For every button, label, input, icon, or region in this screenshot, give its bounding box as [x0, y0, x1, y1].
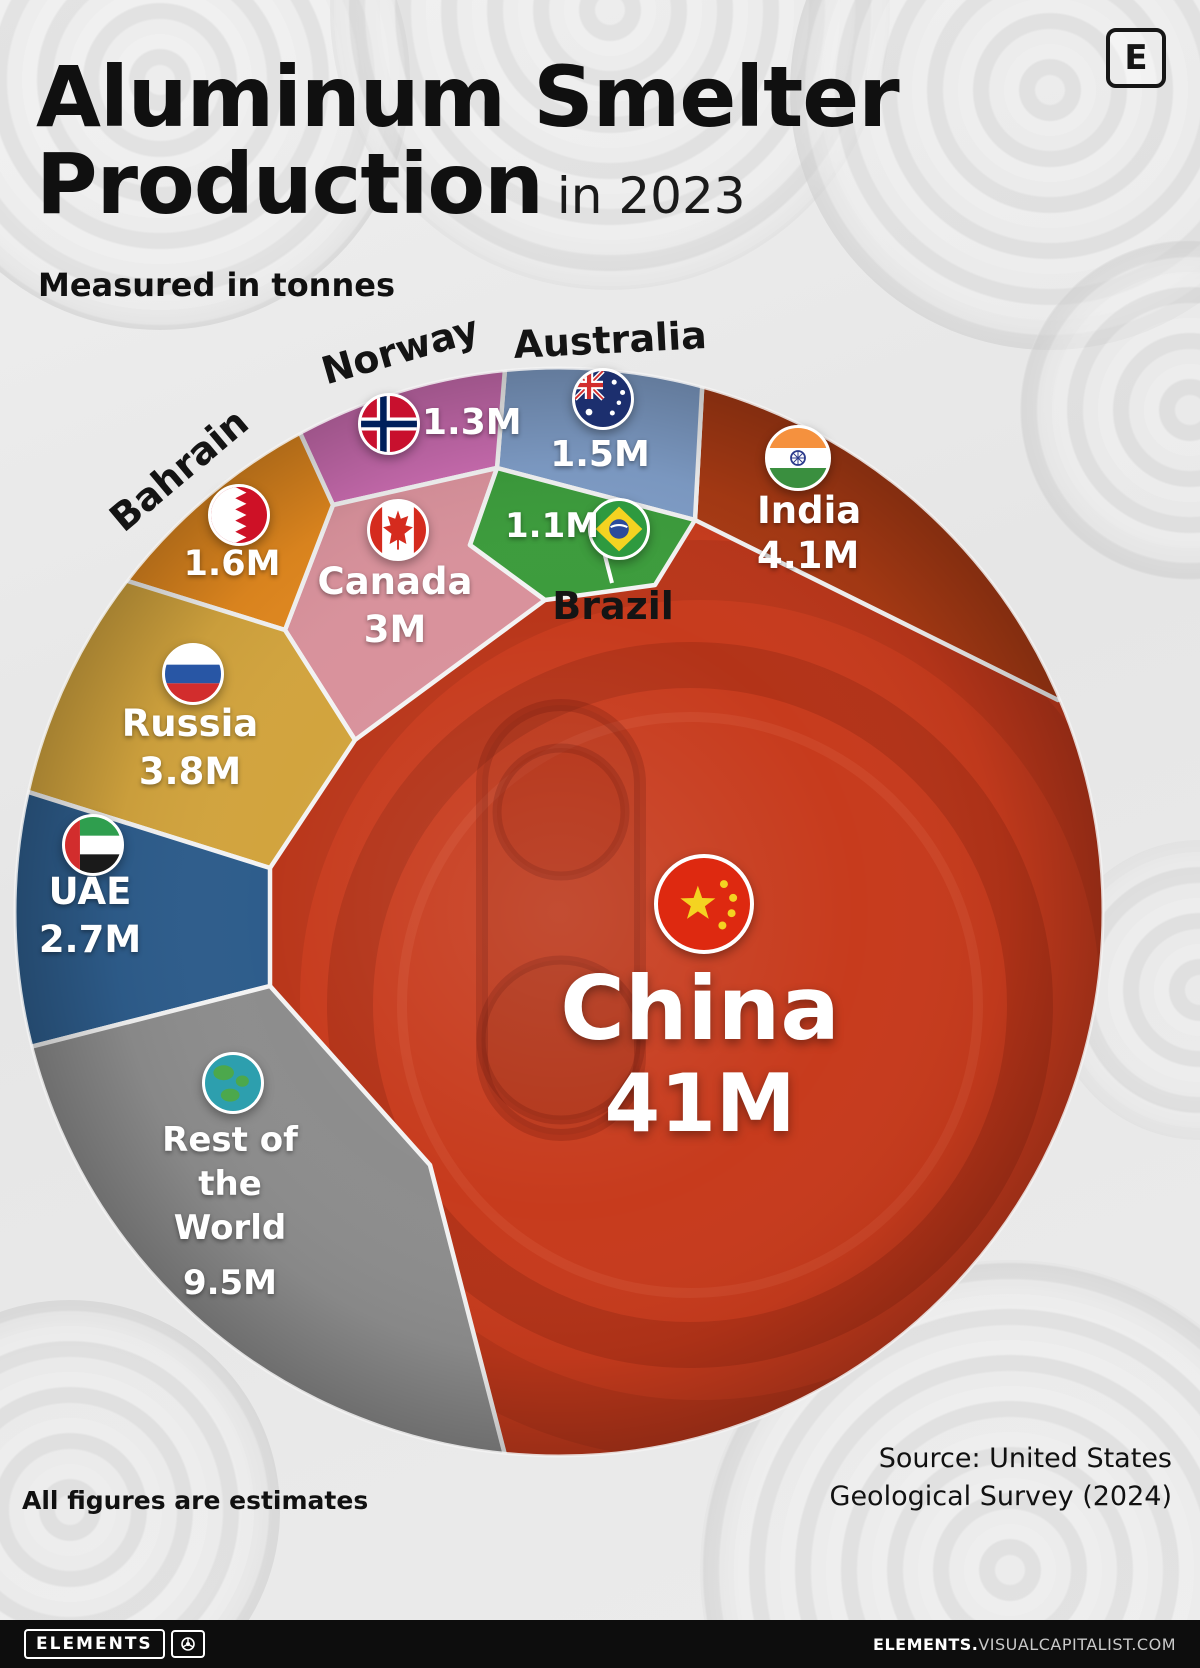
uae-name: UAE — [48, 870, 132, 913]
rest-of-world-value: 9.5M — [182, 1262, 278, 1303]
china-name: China — [560, 957, 840, 1060]
russia-value: 3.8M — [138, 750, 242, 794]
source-note: Source: United States Geological Survey … — [830, 1440, 1172, 1516]
india-name: India — [757, 489, 862, 532]
bahrain-flag-icon — [208, 484, 270, 546]
canada-value: 3M — [363, 608, 427, 652]
rest-of-world-block: Rest of the World 9.5M — [140, 1118, 320, 1305]
estimates-note: All figures are estimates — [22, 1486, 369, 1515]
footer-bar: ELEMENTS ELEMENTS.VISUALCAPITALIST.COM — [0, 1620, 1200, 1668]
china-label-block: China 41M — [480, 957, 920, 1150]
india-value-block: India 4.1M — [757, 488, 861, 578]
elements-corner-logo: E — [1106, 28, 1166, 88]
rest-of-world-name: Rest of the World — [162, 1120, 298, 1249]
canada-name: Canada — [317, 560, 473, 603]
norway-flag-icon — [358, 393, 420, 455]
russia-value-block: Russia 3.8M — [100, 700, 280, 796]
chart-rim — [13, 366, 1105, 1458]
australia-value: 1.5M — [550, 434, 650, 475]
footer-site-rest: VISUALCAPITALIST.COM — [978, 1634, 1176, 1654]
source-line1: Source: United States — [878, 1443, 1172, 1474]
uae-value-block: UAE 2.7M — [20, 868, 160, 964]
source-line2: Geological Survey (2024) — [829, 1480, 1172, 1512]
china-flag-icon — [654, 854, 754, 954]
footer-site-url: ELEMENTS.VISUALCAPITALIST.COM — [873, 1635, 1176, 1654]
brazil-flag-icon — [588, 498, 650, 560]
brazil-value: 1.1M — [505, 506, 600, 546]
norway-value: 1.3M — [422, 402, 522, 443]
canada-flag-icon — [367, 499, 429, 561]
title-line2: Production — [36, 135, 544, 234]
uae-flag-icon — [62, 814, 124, 876]
china-value: 41M — [604, 1056, 796, 1150]
footer-site-bold: ELEMENTS. — [873, 1634, 979, 1654]
elements-logo-text: ELEMENTS — [24, 1629, 165, 1659]
russia-name: Russia — [121, 702, 259, 745]
australia-flag-icon — [572, 368, 634, 430]
uae-value: 2.7M — [38, 918, 142, 962]
canada-value-block: Canada 3M — [305, 558, 485, 654]
elements-logo-icon — [170, 1630, 205, 1658]
title-year: in 2023 — [556, 167, 746, 226]
page-title: Aluminum Smelter Production in 2023 — [36, 53, 900, 229]
india-flag-icon — [765, 425, 831, 491]
elements-footer-logo: ELEMENTS — [24, 1629, 205, 1659]
brazil-label: Brazil — [552, 584, 674, 628]
chart-subtitle: Measured in tonnes — [38, 266, 395, 304]
india-value: 4.1M — [757, 534, 860, 578]
vignette-overlay — [15, 368, 1103, 1456]
corner-logo-letter: E — [1124, 38, 1148, 78]
russia-flag-icon — [162, 643, 224, 705]
bahrain-value: 1.6M — [183, 544, 281, 584]
world-globe-icon — [202, 1052, 264, 1114]
title-line1: Aluminum Smelter — [36, 48, 900, 146]
